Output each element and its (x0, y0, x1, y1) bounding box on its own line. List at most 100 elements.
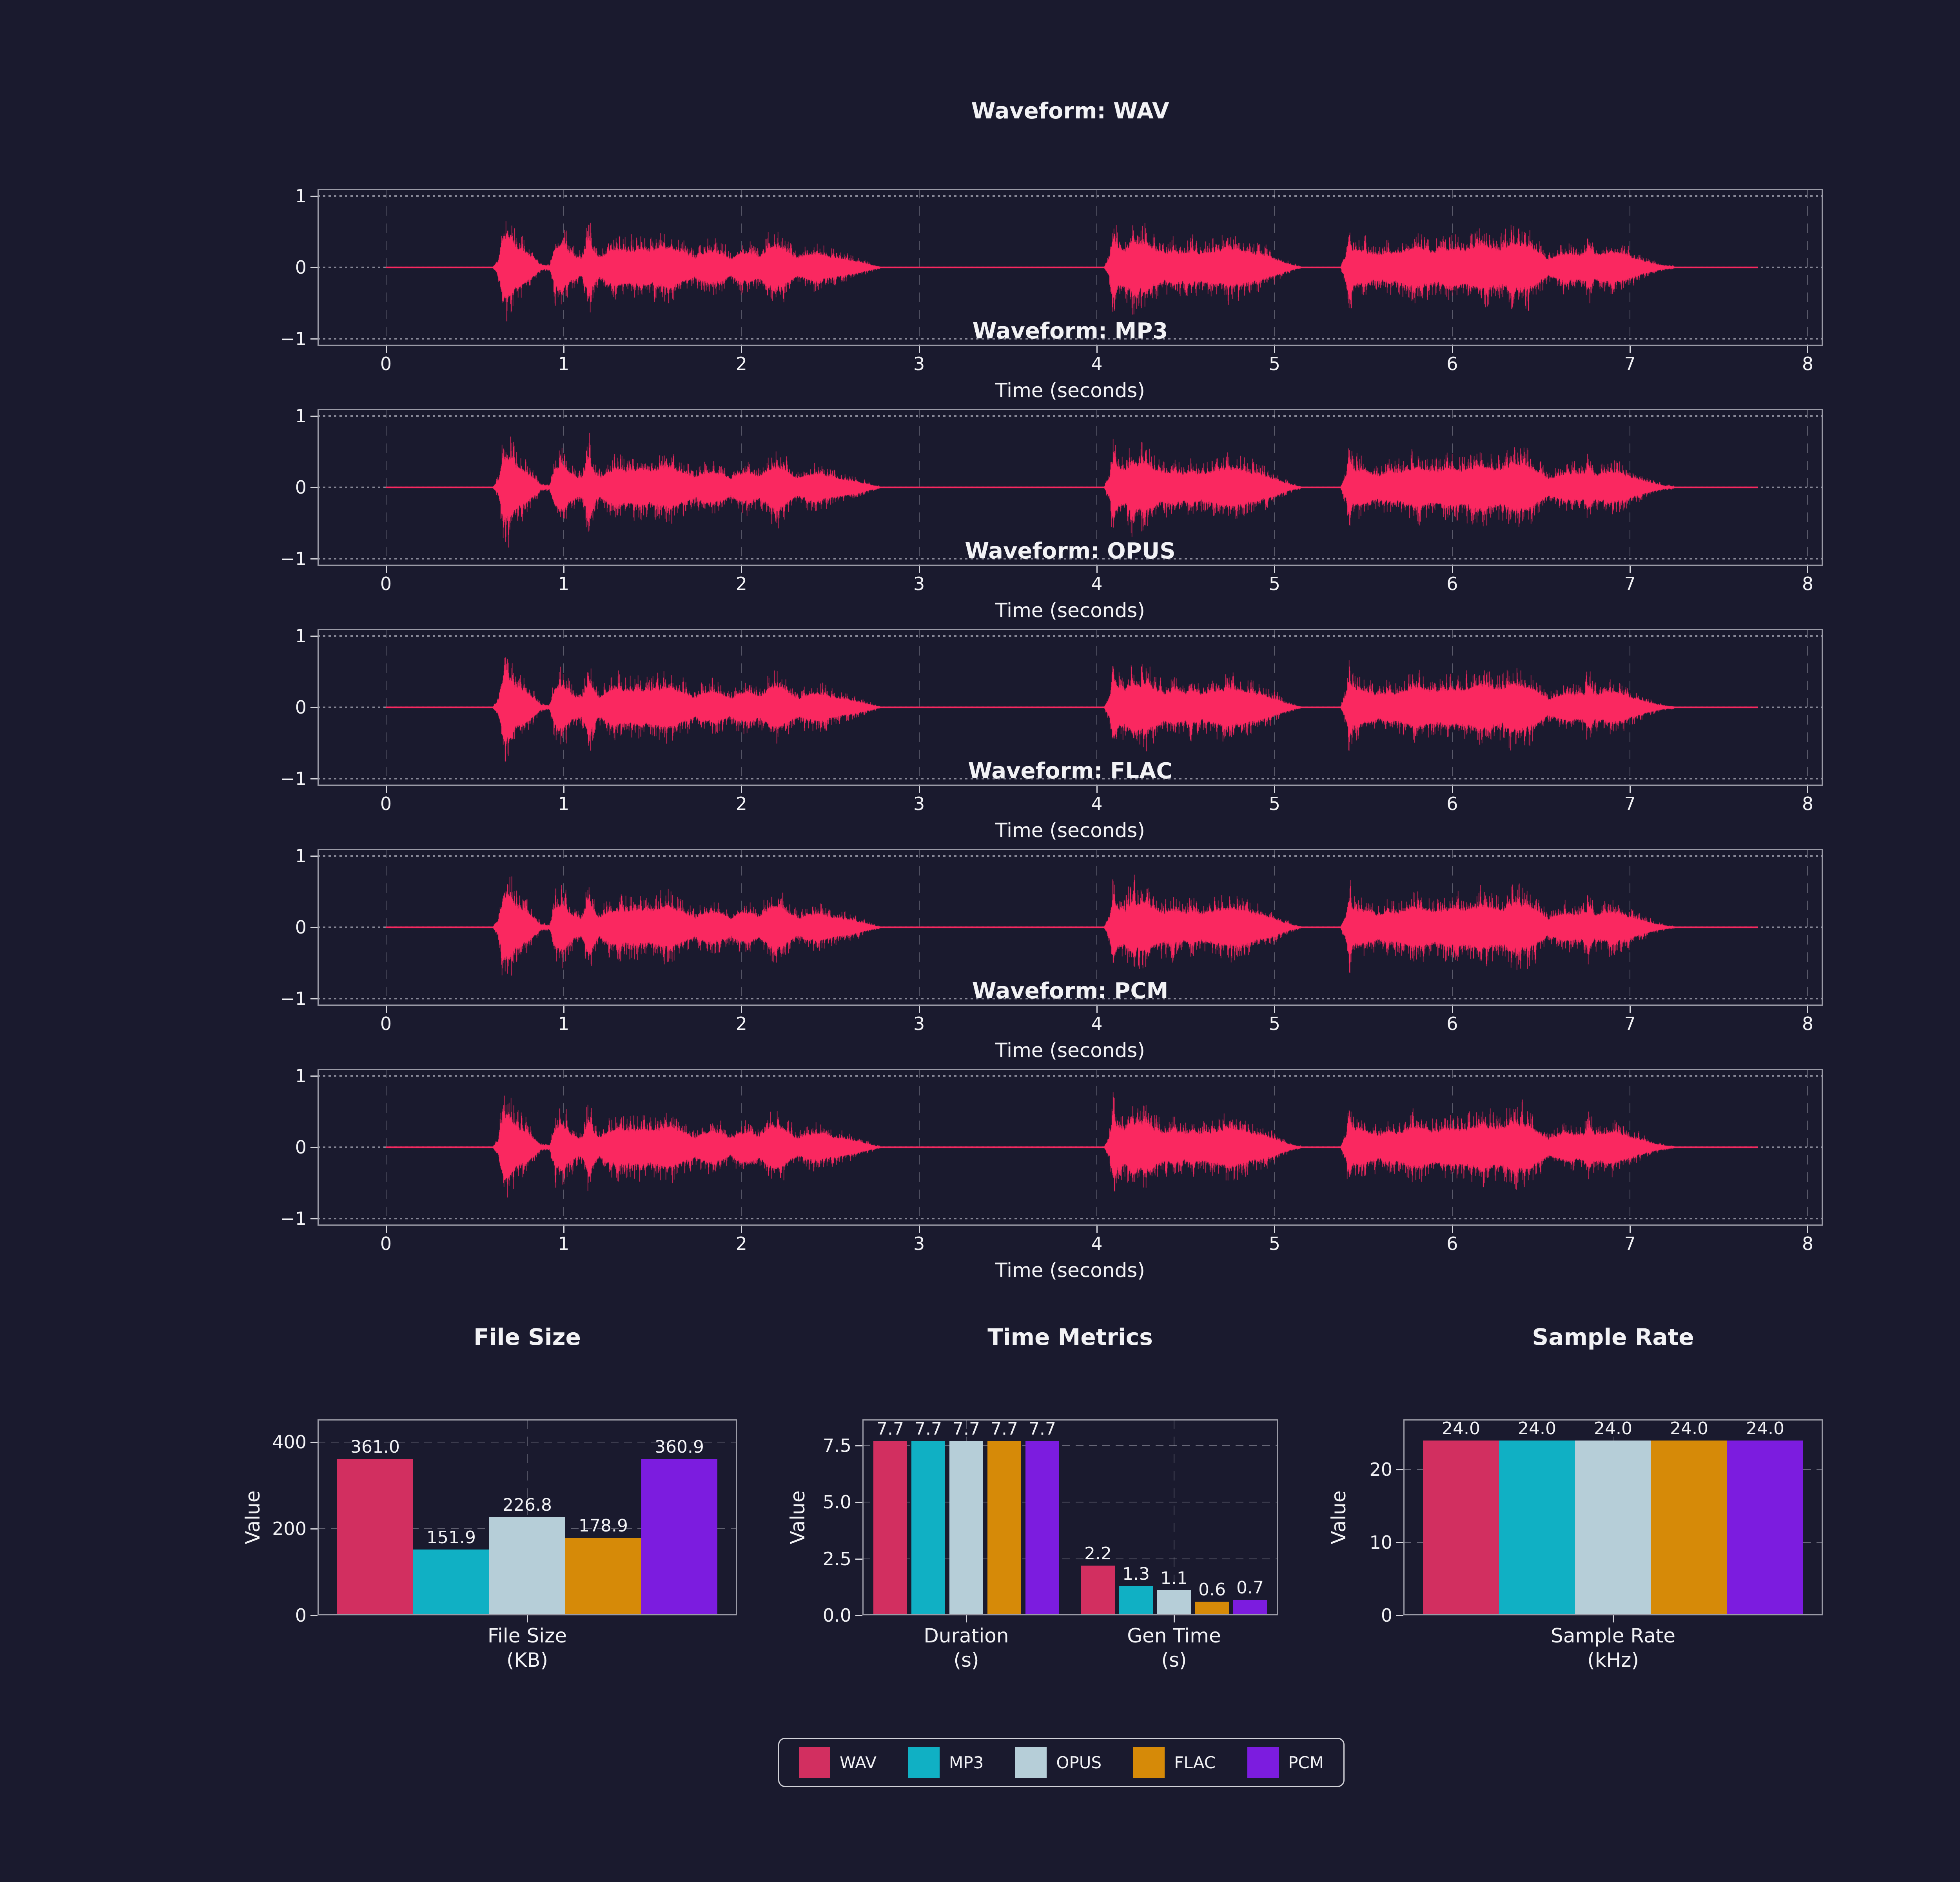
y-tick-mark (1396, 1542, 1403, 1544)
x-tick-mark (918, 566, 920, 573)
x-category-label-line2: (KB) (506, 1649, 548, 1671)
x-tick-mark (385, 346, 387, 353)
y-tick-label: 1 (295, 625, 307, 647)
y-tick-mark (310, 1615, 318, 1616)
x-tick-label: 1 (558, 1013, 570, 1034)
x-tick-mark (1096, 1226, 1098, 1233)
bar-value-label: 24.0 (1518, 1418, 1556, 1439)
x-tick-mark (1096, 566, 1098, 573)
x-tick-mark (1096, 786, 1098, 793)
x-tick-mark (741, 346, 742, 353)
y-tick-label: 0 (295, 697, 307, 718)
x-tick-label: 3 (913, 353, 925, 374)
x-category-label-line1: Sample Rate (1550, 1624, 1676, 1647)
y-tick-mark (1396, 1615, 1403, 1616)
y-tick-label: 0 (295, 917, 307, 938)
y-tick-label: 0 (1381, 1605, 1392, 1626)
y-tick-mark (310, 1218, 318, 1219)
bar-flac-0 (565, 1538, 641, 1615)
x-tick-mark (1807, 566, 1809, 573)
x-axis-label: Time (seconds) (995, 1039, 1145, 1062)
y-tick-label: 1 (295, 185, 307, 207)
y-tick-label: 7.5 (822, 1435, 851, 1456)
legend-swatch-mp3 (908, 1747, 940, 1778)
x-tick-mark (1274, 786, 1276, 793)
bar-mp3-1 (1119, 1586, 1153, 1615)
legend-item-flac: FLAC (1133, 1747, 1216, 1778)
x-tick-mark (1452, 346, 1453, 353)
x-tick-mark (385, 566, 387, 573)
x-tick-mark (741, 1226, 742, 1233)
y-tick-label: 200 (272, 1518, 307, 1539)
legend-label: MP3 (949, 1753, 984, 1772)
y-tick-mark (310, 1147, 318, 1148)
bar-value-label: 24.0 (1746, 1418, 1784, 1439)
y-tick-label: 0 (295, 257, 307, 278)
x-tick-mark (1630, 786, 1631, 793)
x-tick-label: 1 (558, 793, 570, 814)
y-axis-label: Value (241, 1490, 264, 1544)
x-tick-mark (918, 1006, 920, 1013)
x-tick-label: 7 (1624, 353, 1636, 374)
y-tick-label: 0 (295, 477, 307, 498)
x-tick-mark (1630, 1226, 1631, 1233)
y-tick-mark (310, 558, 318, 560)
x-tick-mark (1630, 1006, 1631, 1013)
x-category-label-line2: (kHz) (1587, 1649, 1639, 1671)
x-axis-label: Time (seconds) (995, 379, 1145, 402)
x-tick-mark (1630, 566, 1631, 573)
bar-value-label: 7.7 (953, 1419, 980, 1439)
x-tick-label: 0 (380, 353, 392, 374)
x-tick-label: 5 (1269, 1233, 1280, 1254)
x-tick-mark (741, 566, 742, 573)
bar-opus-0 (1575, 1440, 1651, 1615)
x-tick-label: 4 (1091, 793, 1103, 814)
x-tick-mark (385, 1226, 387, 1233)
x-tick-label: 2 (735, 353, 747, 374)
chart-title: Sample Rate (1532, 1324, 1694, 1350)
x-tick-label: 4 (1091, 1013, 1103, 1034)
legend-item-mp3: MP3 (908, 1747, 984, 1778)
x-category-label-line1: Duration (924, 1624, 1009, 1647)
waveform-canvas-opus (318, 629, 1823, 786)
x-tick-label: 6 (1446, 1233, 1458, 1254)
x-tick-mark (1807, 1226, 1809, 1233)
bar-pcm-0 (1727, 1440, 1803, 1615)
x-tick-label: 2 (735, 573, 747, 594)
bar-pcm-0 (1025, 1441, 1059, 1615)
x-tick-mark (563, 786, 564, 793)
plot-title: Waveform: FLAC (968, 758, 1172, 784)
y-axis-label: Value (786, 1490, 809, 1544)
x-tick-label: 2 (735, 1013, 747, 1034)
plot-title: Waveform: OPUS (965, 538, 1176, 564)
x-category-label-line1: File Size (487, 1624, 567, 1647)
x-tick-label: 1 (558, 1233, 570, 1254)
x-axis-label: Time (seconds) (995, 819, 1145, 842)
x-tick-label: 5 (1269, 573, 1280, 594)
x-axis-label: Time (seconds) (995, 1259, 1145, 1282)
x-category-label-line1: Gen Time (1127, 1624, 1221, 1647)
plot-title: Waveform: MP3 (972, 318, 1168, 344)
y-tick-label: −1 (280, 328, 307, 349)
bar-flac-0 (987, 1441, 1021, 1615)
y-tick-label: 0 (295, 1605, 307, 1626)
chart-title: Time Metrics (987, 1324, 1153, 1350)
waveform-canvas-mp3 (318, 409, 1823, 566)
x-tick-mark (918, 786, 920, 793)
bar-value-label: 226.8 (503, 1495, 552, 1515)
x-tick-label: 1 (558, 353, 570, 374)
y-axis-label: Value (1327, 1490, 1350, 1544)
x-tick-mark (918, 1226, 920, 1233)
x-tick-label: 0 (380, 1013, 392, 1034)
chart-title: File Size (474, 1324, 581, 1350)
x-category-label-line2: (s) (1161, 1649, 1187, 1671)
legend-label: WAV (840, 1753, 877, 1772)
bar-wav-1 (1081, 1565, 1115, 1615)
y-tick-label: −1 (280, 1208, 307, 1229)
y-tick-label: 0.0 (822, 1605, 851, 1626)
legend-swatch-pcm (1247, 1747, 1279, 1778)
bar-value-label: 1.1 (1160, 1568, 1188, 1589)
x-tick-label: 8 (1802, 573, 1814, 594)
x-tick-mark (1452, 786, 1453, 793)
x-tick-label: 4 (1091, 353, 1103, 374)
